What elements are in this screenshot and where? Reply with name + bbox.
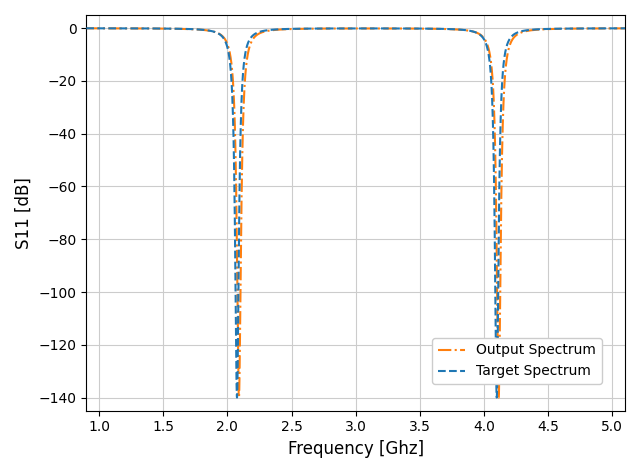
Line: Output Spectrum: Output Spectrum xyxy=(86,28,625,397)
Output Spectrum xyxy=(235,394,243,400)
Legend: Output Spectrum, Target Spectrum: Output Spectrum, Target Spectrum xyxy=(432,338,602,384)
Y-axis label: S11 [dB]: S11 [dB] xyxy=(15,177,33,249)
Output Spectrum xyxy=(337,26,345,31)
Output Spectrum xyxy=(217,32,225,37)
Output Spectrum xyxy=(468,28,476,34)
Target Spectrum xyxy=(233,394,241,400)
Output Spectrum xyxy=(408,26,416,31)
X-axis label: Frequency [Ghz]: Frequency [Ghz] xyxy=(287,440,424,458)
Output Spectrum xyxy=(621,26,629,31)
Target Spectrum xyxy=(217,32,225,38)
Target Spectrum xyxy=(468,28,476,34)
Target Spectrum xyxy=(428,26,436,32)
Output Spectrum xyxy=(428,26,436,32)
Target Spectrum xyxy=(586,26,594,31)
Output Spectrum xyxy=(586,26,594,31)
Target Spectrum xyxy=(337,26,345,31)
Output Spectrum xyxy=(83,26,90,31)
Line: Target Spectrum: Target Spectrum xyxy=(86,28,625,397)
Target Spectrum xyxy=(621,26,629,31)
Target Spectrum xyxy=(408,26,416,31)
Target Spectrum xyxy=(83,26,90,31)
